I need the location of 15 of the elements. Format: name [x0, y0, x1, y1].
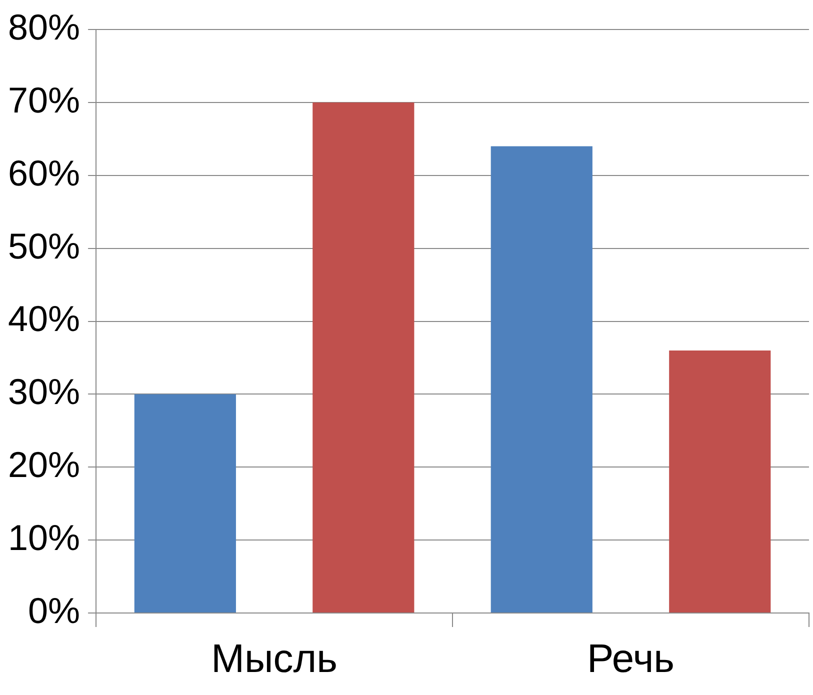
y-tick-label: 0%: [28, 590, 80, 631]
bar: [312, 102, 414, 612]
x-tick-label: Мысль: [211, 637, 338, 682]
y-tick-label: 40%: [8, 298, 80, 340]
y-tick-label: 70%: [8, 79, 80, 120]
y-tick-label: 60%: [8, 152, 80, 194]
y-tick-label: 20%: [8, 444, 80, 486]
y-tick-label: 30%: [8, 371, 80, 412]
bar: [134, 394, 236, 612]
bar: [490, 146, 592, 612]
bar: [669, 350, 771, 612]
y-tick-label: 80%: [8, 6, 80, 48]
x-tick-label: Речь: [587, 637, 675, 682]
y-tick-label: 10%: [8, 516, 80, 558]
y-tick-label: 50%: [8, 225, 80, 266]
